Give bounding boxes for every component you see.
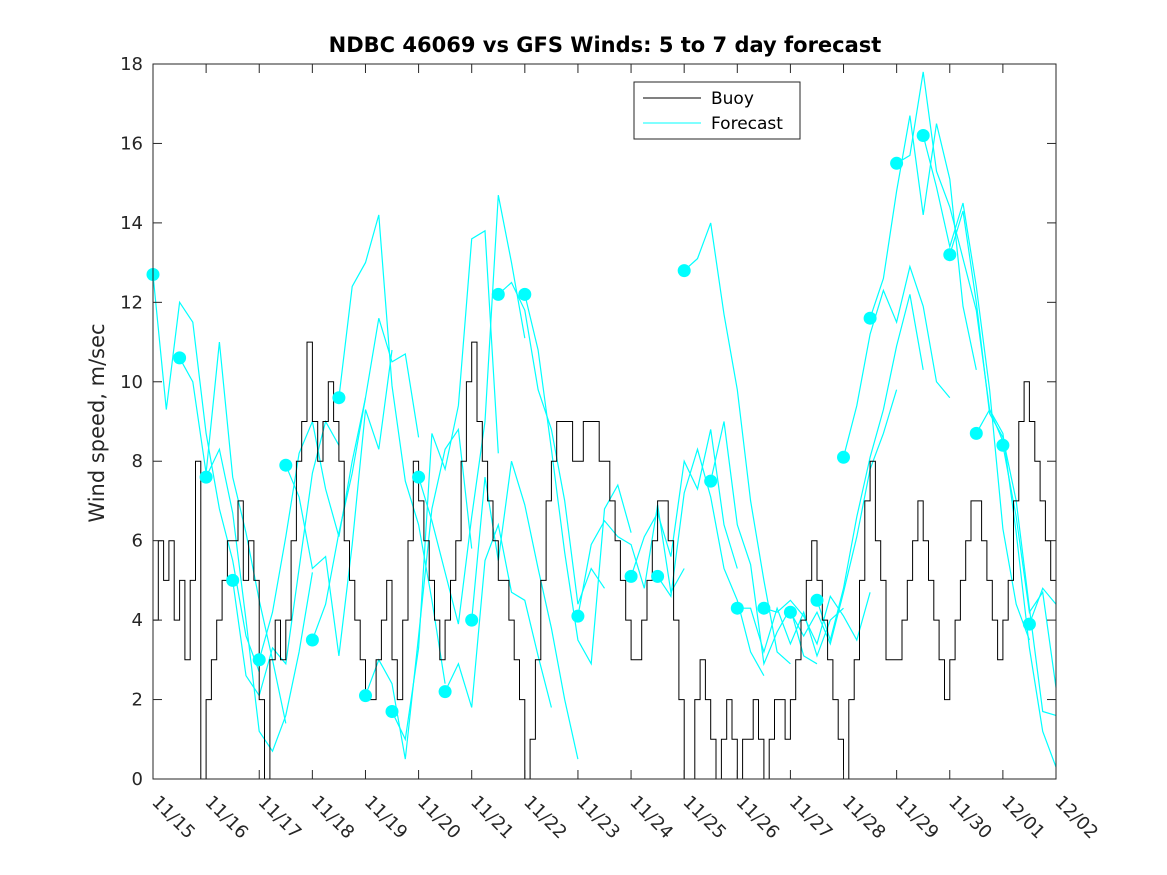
forecast-series-line bbox=[657, 447, 765, 676]
forecast-series-line bbox=[497, 281, 605, 605]
forecast-series-line bbox=[763, 592, 871, 646]
forecast-series-line bbox=[922, 135, 1030, 641]
forecast-start-marker bbox=[943, 248, 957, 262]
y-tick-label: 10 bbox=[120, 372, 143, 393]
forecast-start-marker bbox=[491, 287, 505, 301]
forecast-series-line bbox=[1002, 445, 1057, 688]
forecast-series-line bbox=[524, 294, 632, 666]
forecast-start-marker bbox=[730, 601, 744, 615]
forecast-series-line bbox=[975, 408, 1057, 768]
forecast-series-line bbox=[630, 429, 738, 577]
forecast-start-marker bbox=[359, 689, 372, 703]
forecast-start-marker bbox=[890, 156, 904, 170]
forecast-series-line bbox=[205, 447, 313, 753]
forecast-start-marker bbox=[651, 569, 665, 583]
legend-forecast-label: Forecast bbox=[711, 114, 783, 134]
forecast-series-line bbox=[842, 264, 951, 458]
chart-title: NDBC 46069 vs GFS Winds: 5 to 7 day fore… bbox=[329, 33, 882, 57]
forecast-series-line bbox=[179, 342, 287, 724]
forecast-series-line bbox=[364, 427, 473, 760]
y-tick-label: 12 bbox=[120, 292, 143, 313]
forecast-start-marker bbox=[279, 458, 293, 472]
legend-buoy-label: Buoy bbox=[711, 89, 754, 109]
forecast-start-marker bbox=[916, 129, 930, 142]
y-tick-label: 2 bbox=[132, 690, 143, 711]
forecast-start-marker bbox=[757, 601, 771, 615]
y-axis-label: Wind speed, m/sec bbox=[85, 323, 109, 522]
forecast-start-marker bbox=[571, 609, 585, 623]
forecast-start-marker bbox=[624, 569, 638, 583]
forecast-series-line bbox=[471, 461, 579, 760]
forecast-start-marker bbox=[1022, 617, 1036, 631]
y-tick-label: 8 bbox=[132, 451, 143, 472]
forecast-start-marker bbox=[226, 573, 240, 587]
forecast-series-line bbox=[577, 504, 685, 617]
y-tick-label: 14 bbox=[120, 213, 143, 234]
y-axis: 0 2 4 6 8 10 12 14 16 18 bbox=[120, 54, 1056, 790]
forecast-start-marker bbox=[810, 593, 824, 607]
forecast-series-line bbox=[444, 522, 552, 708]
axes-box bbox=[152, 63, 1057, 780]
forecast-start-marker bbox=[704, 474, 718, 488]
legend-box bbox=[633, 81, 801, 140]
forecast-series-line bbox=[789, 389, 898, 646]
forecast-series-line bbox=[311, 318, 420, 641]
plot-area bbox=[146, 71, 1057, 780]
forecast-series-line bbox=[391, 229, 499, 742]
forecast-start-marker bbox=[465, 613, 479, 627]
forecast-start-marker bbox=[677, 264, 691, 278]
forecast-start-marker bbox=[996, 438, 1010, 452]
buoy-series-line bbox=[153, 341, 1057, 780]
forecast-series-line bbox=[1028, 587, 1057, 625]
forecast-start-marker bbox=[332, 391, 346, 405]
forecast-start-marker bbox=[252, 653, 266, 667]
forecast-start-marker bbox=[837, 450, 850, 464]
forecast-series-line bbox=[710, 421, 818, 667]
forecast-start-marker bbox=[863, 311, 877, 325]
forecast-start-marker bbox=[412, 470, 426, 484]
forecast-start-marker bbox=[969, 426, 983, 440]
legend: Buoy Forecast bbox=[633, 81, 801, 140]
forecast-series-line bbox=[418, 194, 526, 625]
forecast-start-marker bbox=[199, 470, 213, 484]
forecast-start-marker bbox=[518, 287, 532, 301]
forecast-series-line bbox=[338, 214, 446, 684]
forecast-series-line bbox=[869, 115, 977, 371]
forecast-series-line bbox=[816, 294, 924, 643]
forecast-series-line bbox=[683, 222, 791, 665]
y-tick-label: 4 bbox=[132, 610, 143, 631]
y-tick-label: 16 bbox=[120, 133, 143, 154]
forecast-series-line bbox=[285, 349, 393, 656]
forecast-series-line bbox=[152, 274, 260, 673]
forecast-start-marker bbox=[438, 685, 452, 699]
forecast-start-marker bbox=[305, 633, 319, 647]
y-tick-label: 18 bbox=[120, 54, 143, 75]
forecast-start-marker bbox=[385, 705, 399, 718]
forecast-series-line bbox=[232, 419, 340, 698]
forecast-start-marker bbox=[783, 605, 797, 619]
y-tick-label: 0 bbox=[132, 769, 143, 790]
y-tick-label: 6 bbox=[132, 531, 143, 552]
forecast-start-marker bbox=[173, 351, 187, 365]
